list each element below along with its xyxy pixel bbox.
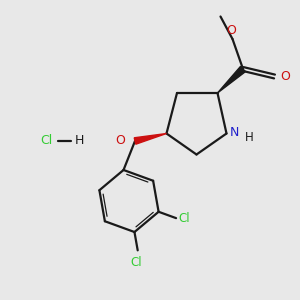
Text: Cl: Cl (178, 212, 190, 225)
Text: H: H (244, 130, 253, 144)
Polygon shape (134, 134, 166, 144)
Text: O: O (116, 134, 125, 148)
Text: O: O (226, 25, 236, 38)
Polygon shape (218, 66, 245, 93)
Text: Cl: Cl (130, 256, 142, 269)
Text: O: O (280, 70, 290, 83)
Text: H: H (75, 134, 84, 148)
Text: Cl: Cl (40, 134, 52, 148)
Text: N: N (230, 125, 239, 139)
